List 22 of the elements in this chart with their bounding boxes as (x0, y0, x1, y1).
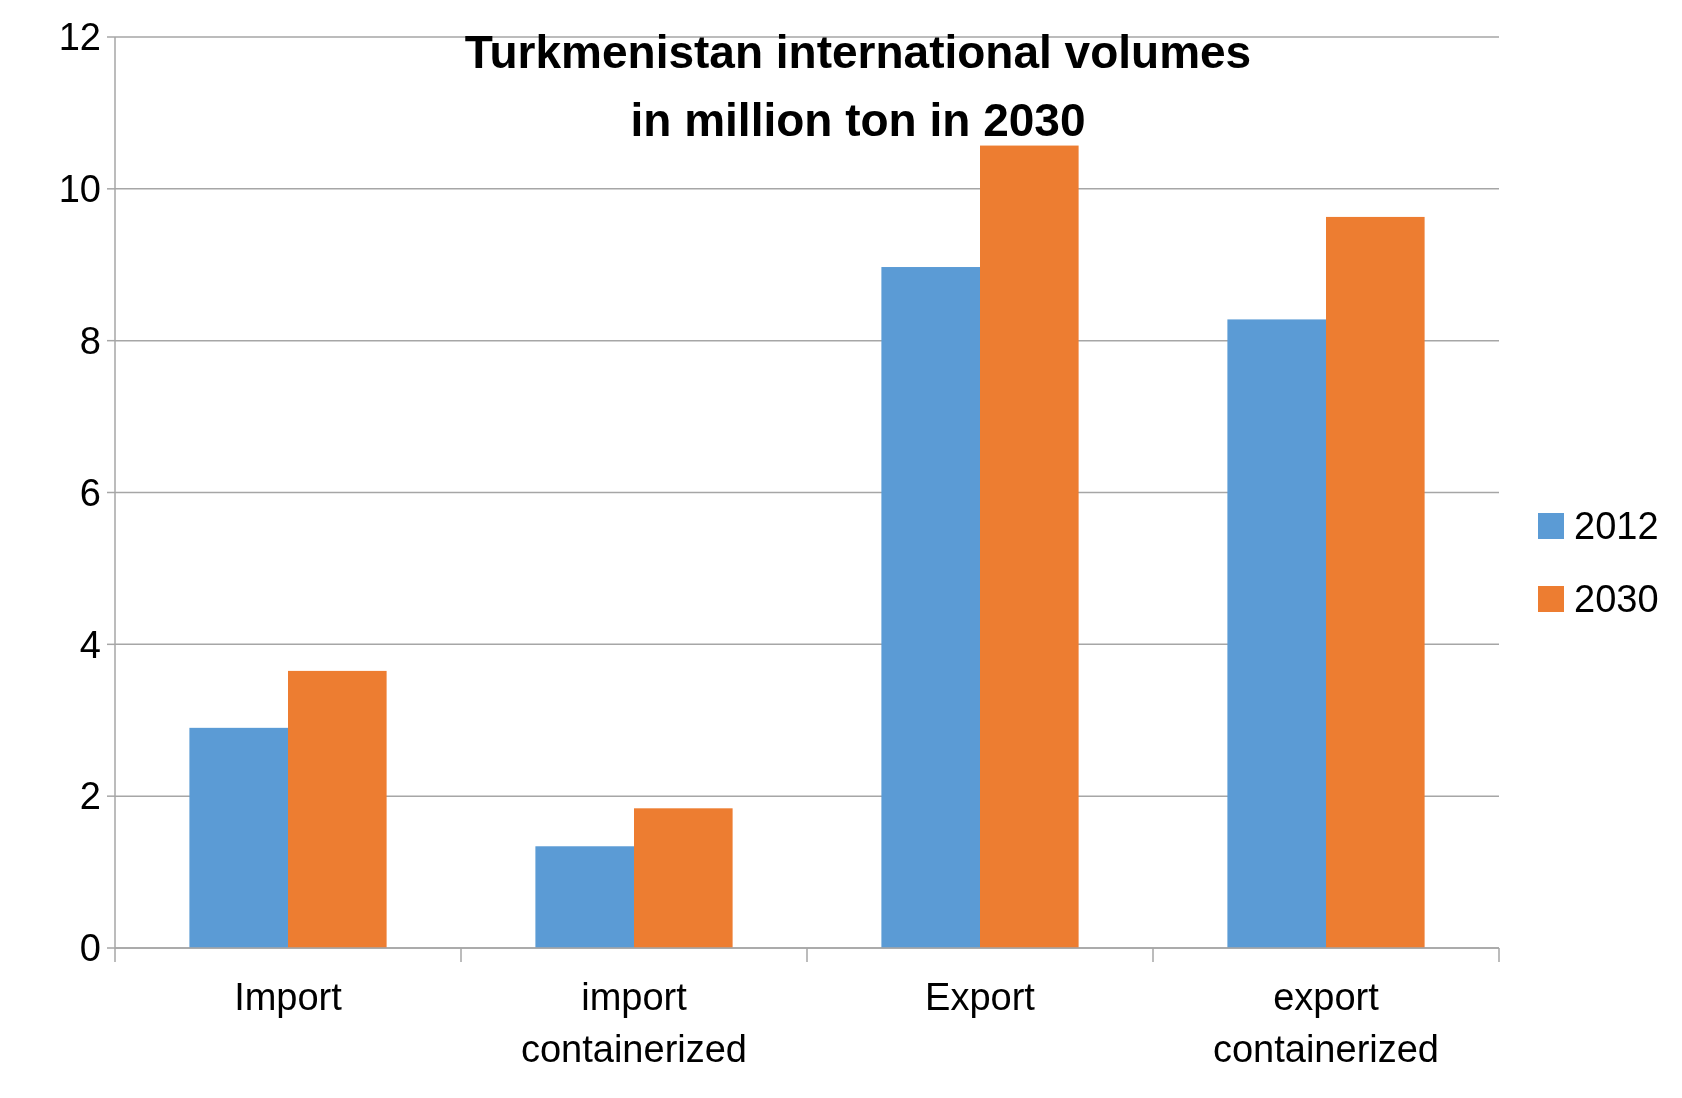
y-tick-label: 4 (79, 623, 101, 666)
bar (1326, 216, 1425, 948)
x-tick-label: export containerized (1212, 976, 1440, 1070)
y-tick-label: 10 (58, 168, 101, 211)
bar (1227, 319, 1326, 948)
y-tick-label: 6 (79, 471, 101, 514)
x-tick-label: import containerized (520, 976, 748, 1070)
legend-label: 2012 (1574, 505, 1659, 548)
bar (980, 145, 1079, 948)
y-tick-label: 8 (79, 319, 101, 362)
bar (881, 267, 980, 948)
legend-label: 2030 (1574, 578, 1659, 621)
y-tick-label: 0 (79, 927, 101, 970)
x-tick-label: Import (234, 976, 343, 1018)
x-tick-label: Export (925, 976, 1036, 1018)
bar (535, 846, 634, 948)
bar (189, 727, 288, 948)
bar (634, 808, 733, 948)
y-tick-label: 2 (79, 775, 101, 818)
bar (288, 670, 387, 948)
text: Turkmenistan international volumes in million ton in 2030 (464, 26, 1252, 146)
y-tick-label: 12 (58, 16, 101, 59)
